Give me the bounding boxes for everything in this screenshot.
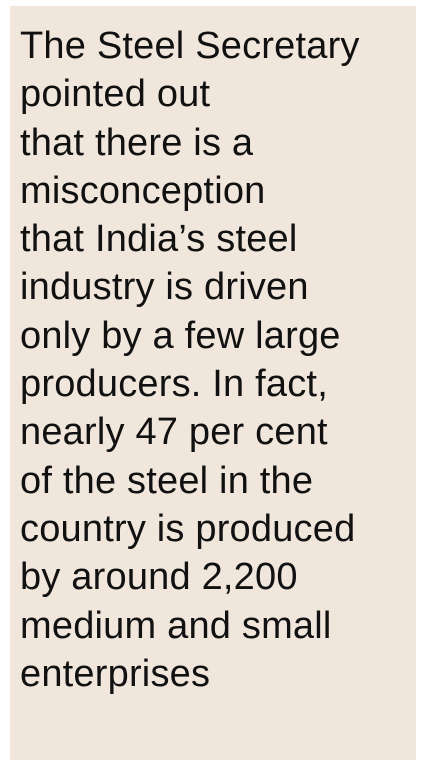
callout-line: producers. In fact, — [20, 363, 328, 406]
callout-line: nearly 47 per cent — [20, 411, 328, 454]
callout-line: by around 2,200 — [20, 556, 298, 599]
callout-box: The Steel Secretary pointed out that the… — [10, 6, 416, 760]
callout-line: that India’s steel — [20, 218, 298, 261]
callout-line: enterprises — [20, 652, 211, 695]
callout-line: of the steel in the — [20, 459, 314, 502]
callout-line: that there is a — [20, 121, 254, 164]
callout-line: pointed out — [20, 73, 211, 116]
callout-quote: The Steel Secretary pointed out that the… — [20, 22, 360, 698]
callout-line: industry is driven — [20, 266, 309, 309]
callout-line: medium and small — [20, 604, 332, 647]
callout-line: The Steel Secretary — [20, 25, 360, 67]
callout-line: only by a few large — [20, 314, 341, 357]
callout-line: country is produced — [20, 507, 356, 550]
callout-line: misconception — [20, 169, 266, 212]
